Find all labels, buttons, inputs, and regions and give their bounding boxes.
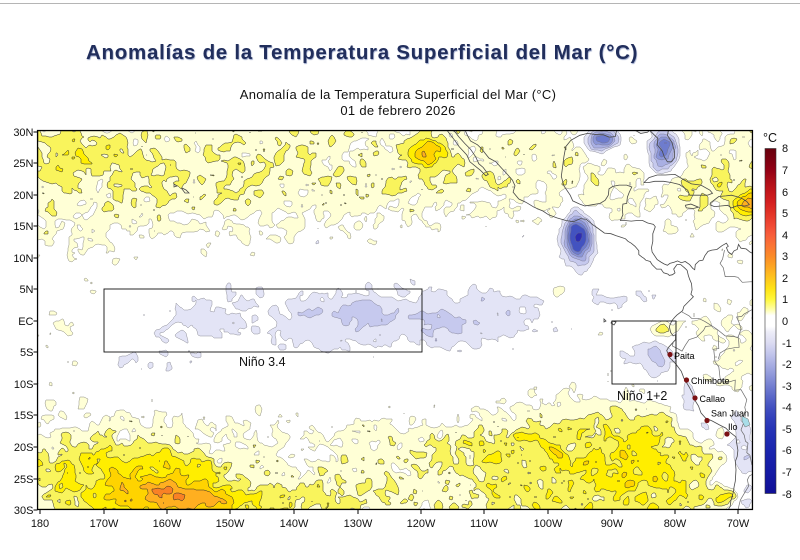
svg-text:5S: 5S [20, 347, 33, 359]
svg-text:110W: 110W [470, 518, 499, 530]
svg-text:-7: -7 [782, 467, 792, 479]
svg-text:130W: 130W [344, 518, 373, 530]
svg-text:-4: -4 [782, 402, 792, 414]
svg-text:10S: 10S [14, 379, 34, 391]
svg-text:30N: 30N [13, 127, 33, 139]
svg-text:Niño 3.4: Niño 3.4 [239, 355, 286, 369]
svg-text:4: 4 [782, 230, 788, 242]
svg-text:-5: -5 [782, 424, 792, 436]
svg-text:6: 6 [782, 187, 788, 199]
svg-text:-3: -3 [782, 381, 792, 393]
svg-text:180: 180 [31, 518, 49, 530]
svg-text:°C: °C [763, 131, 777, 145]
svg-text:Ilo: Ilo [728, 422, 738, 432]
svg-text:90W: 90W [601, 518, 624, 530]
svg-text:80W: 80W [664, 518, 687, 530]
svg-text:2: 2 [782, 273, 788, 285]
svg-text:5N: 5N [19, 284, 33, 296]
svg-text:1: 1 [782, 294, 788, 306]
svg-text:San Juan: San Juan [711, 409, 749, 419]
svg-text:150W: 150W [216, 518, 245, 530]
svg-text:20N: 20N [13, 190, 33, 202]
svg-text:Chimbote: Chimbote [691, 376, 730, 386]
svg-text:10N: 10N [13, 253, 33, 265]
svg-text:100W: 100W [534, 518, 563, 530]
svg-text:15S: 15S [14, 410, 34, 422]
svg-text:EC: EC [18, 316, 33, 328]
svg-text:70W: 70W [727, 518, 750, 530]
svg-text:120W: 120W [407, 518, 436, 530]
svg-text:15N: 15N [13, 221, 33, 233]
svg-text:-8: -8 [782, 489, 792, 501]
svg-text:-2: -2 [782, 359, 792, 371]
svg-text:140W: 140W [280, 518, 309, 530]
svg-text:20S: 20S [14, 442, 34, 454]
svg-text:Callao: Callao [700, 394, 726, 404]
svg-text:0: 0 [782, 316, 788, 328]
svg-text:25S: 25S [14, 474, 34, 486]
svg-text:160W: 160W [153, 518, 182, 530]
svg-text:30S: 30S [14, 505, 34, 517]
svg-text:Paita: Paita [674, 351, 695, 361]
svg-text:-6: -6 [782, 445, 792, 457]
svg-text:8: 8 [782, 143, 788, 155]
svg-text:Niño 1+2: Niño 1+2 [617, 389, 667, 403]
svg-text:-1: -1 [782, 338, 792, 350]
svg-text:7: 7 [782, 165, 788, 177]
svg-text:5: 5 [782, 208, 788, 220]
svg-text:25N: 25N [13, 158, 33, 170]
svg-text:170W: 170W [90, 518, 119, 530]
svg-text:3: 3 [782, 251, 788, 263]
